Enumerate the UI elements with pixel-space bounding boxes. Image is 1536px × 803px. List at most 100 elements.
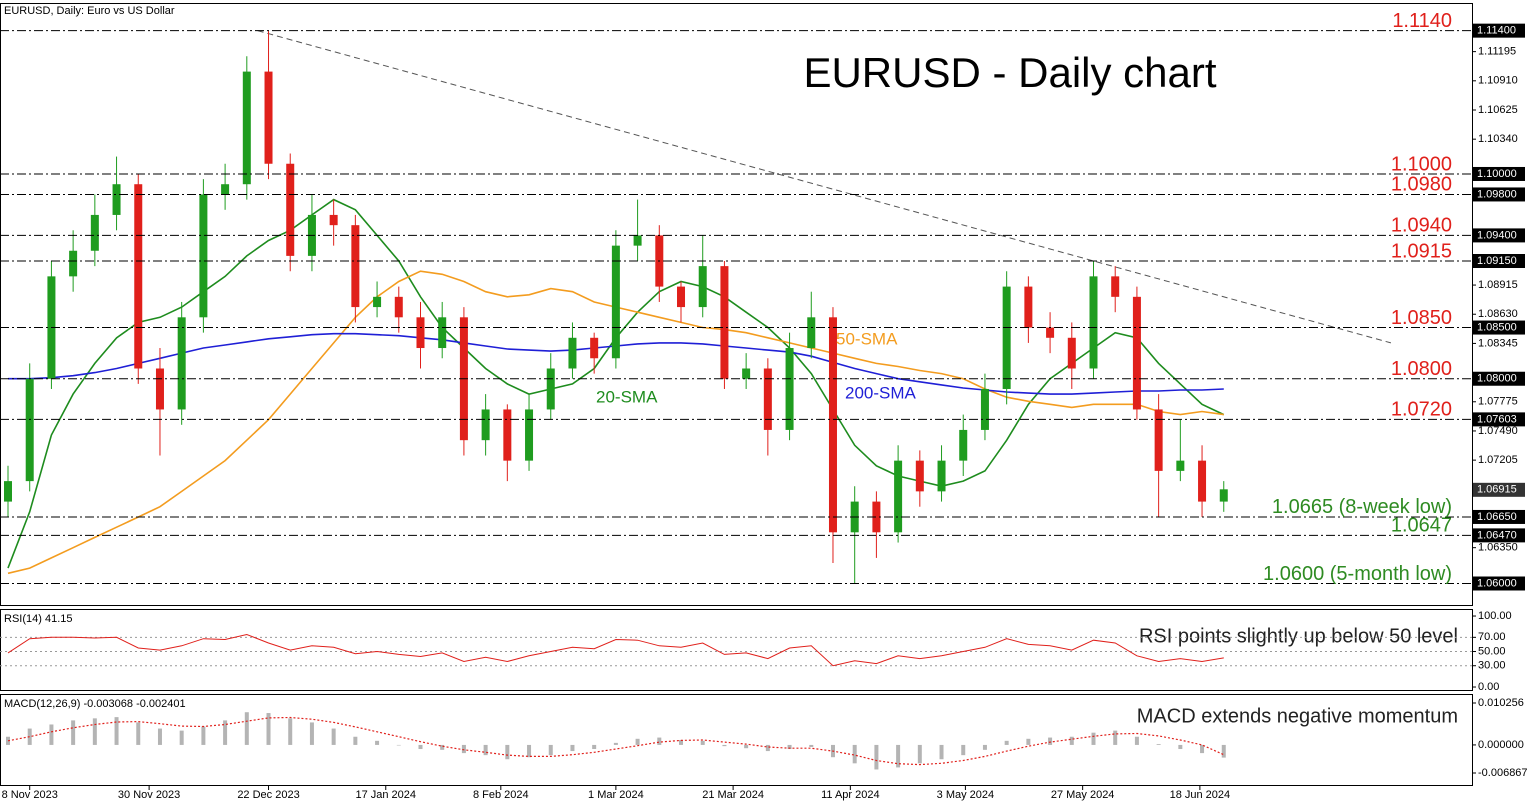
level-note: 1.0800 (1391, 358, 1452, 380)
macd-bar (396, 744, 401, 746)
candle-body (1067, 337, 1076, 369)
macd-bar (961, 744, 966, 756)
candle-body (438, 317, 447, 349)
candle-body (286, 163, 295, 256)
y-tick-label: 1.08345 (1478, 337, 1518, 349)
level-note: 1.0940 (1391, 215, 1452, 237)
level-axis-label: 1.06470 (1477, 529, 1517, 541)
level-axis-label: 1.08500 (1477, 321, 1517, 333)
macd-tick-label: 0.010256 (1478, 697, 1524, 709)
y-tick-label: 1.10625 (1478, 104, 1518, 116)
macd-bar (548, 744, 553, 756)
y-tick-label: 1.11195 (1478, 46, 1516, 58)
candle-body (1089, 276, 1098, 369)
macd-bar (1048, 737, 1053, 745)
candle-body (112, 184, 121, 215)
candle-body (828, 317, 837, 533)
level-note: 1.1000 (1391, 153, 1452, 175)
macd-bar (679, 740, 684, 745)
candle-body (959, 429, 968, 461)
macd-tick-label: 0.000000 (1478, 739, 1524, 751)
macd-bar (722, 744, 727, 747)
macd-bar (657, 737, 662, 745)
level-note: 1.0850 (1391, 307, 1452, 329)
candle-body (90, 214, 99, 251)
macd-bar (309, 722, 314, 745)
candle-body (568, 337, 577, 369)
macd-bar (201, 726, 206, 745)
candle-body (394, 296, 403, 318)
candle-body (221, 184, 230, 195)
level-axis-box (1473, 187, 1525, 202)
macd-annotation: MACD extends negative momentum (1137, 705, 1458, 727)
macd-panel-frame (0, 694, 1473, 786)
candle-body (720, 266, 729, 379)
level-axis-box (1473, 528, 1525, 543)
level-axis-box (1473, 166, 1525, 181)
candle-body (1024, 286, 1033, 328)
rsi-tick-label: 100.00 (1478, 610, 1512, 622)
y-tick-label: 1.07775 (1478, 396, 1518, 408)
level-axis-label: 1.11400 (1477, 25, 1516, 37)
level-axis-label: 1.06000 (1477, 577, 1517, 589)
macd-bar (570, 744, 575, 752)
rsi-tick-label: 70.00 (1478, 631, 1506, 643)
x-tick-label: 3 May 2024 (937, 789, 994, 801)
macd-bar (874, 744, 879, 770)
candle-body (1154, 409, 1163, 471)
macd-signal (7, 716, 1225, 766)
x-tick-label: 22 Dec 2023 (237, 789, 299, 801)
candle-body (177, 317, 186, 410)
candle-body (633, 235, 642, 246)
level-axis-box (1473, 254, 1525, 268)
chart-title: EURUSD - Daily chart (803, 49, 1216, 96)
candle-body (763, 368, 772, 430)
macd-bar (1134, 736, 1139, 745)
sma-label: 200-SMA (845, 383, 917, 402)
level-axis-box (1473, 509, 1525, 524)
level-axis-label: 1.07603 (1477, 413, 1517, 425)
main-panel-frame (0, 3, 1473, 606)
macd-bar (1156, 744, 1161, 745)
x-tick-label: 1 Mar 2024 (588, 789, 644, 801)
sma-label: 20-SMA (596, 387, 658, 406)
macd-bar (635, 738, 640, 745)
macd-bar (939, 744, 944, 760)
level-note: 1.0720 (1391, 399, 1452, 421)
level-note: 1.0980 (1391, 174, 1452, 196)
level-axis-label: 1.09800 (1477, 188, 1517, 200)
macd-bar (1113, 730, 1118, 745)
macd-bar (331, 728, 336, 745)
level-note: 1.0600 (5-month low) (1263, 563, 1452, 585)
candle-body (155, 368, 164, 410)
macd-bar (71, 720, 76, 745)
macd-bar (266, 713, 271, 745)
macd-bar (1004, 740, 1009, 745)
macd-bar (114, 717, 119, 745)
macd-bar (27, 728, 32, 745)
macd-bar (787, 744, 792, 750)
macd-bar (852, 744, 857, 764)
level-axis-box (1473, 23, 1525, 38)
rsi-tick-label: 0.00 (1478, 681, 1499, 693)
macd-bar (1026, 738, 1031, 745)
macd-bar (1091, 732, 1096, 745)
macd-bar (1200, 744, 1205, 754)
macd-bar (592, 744, 597, 750)
rsi-line (7, 633, 1224, 667)
candle-body (525, 409, 534, 461)
macd-bar (223, 720, 228, 745)
macd-label: MACD(12,26,9) -0.003068 -0.002401 (4, 698, 186, 710)
macd-bar (896, 744, 901, 768)
candle-body (329, 214, 338, 226)
macd-bar (353, 736, 358, 745)
level-axis-label: 1.10000 (1477, 168, 1517, 180)
candle-body (937, 460, 946, 492)
macd-bar (700, 740, 705, 745)
x-tick-label: 21 Mar 2024 (702, 789, 764, 801)
candle-body (69, 250, 78, 277)
main-plot (4, 30, 1392, 584)
level-note: 1.0915 (1391, 240, 1452, 262)
candle-body (4, 481, 12, 502)
x-tick-label: 11 Apr 2024 (821, 789, 880, 801)
